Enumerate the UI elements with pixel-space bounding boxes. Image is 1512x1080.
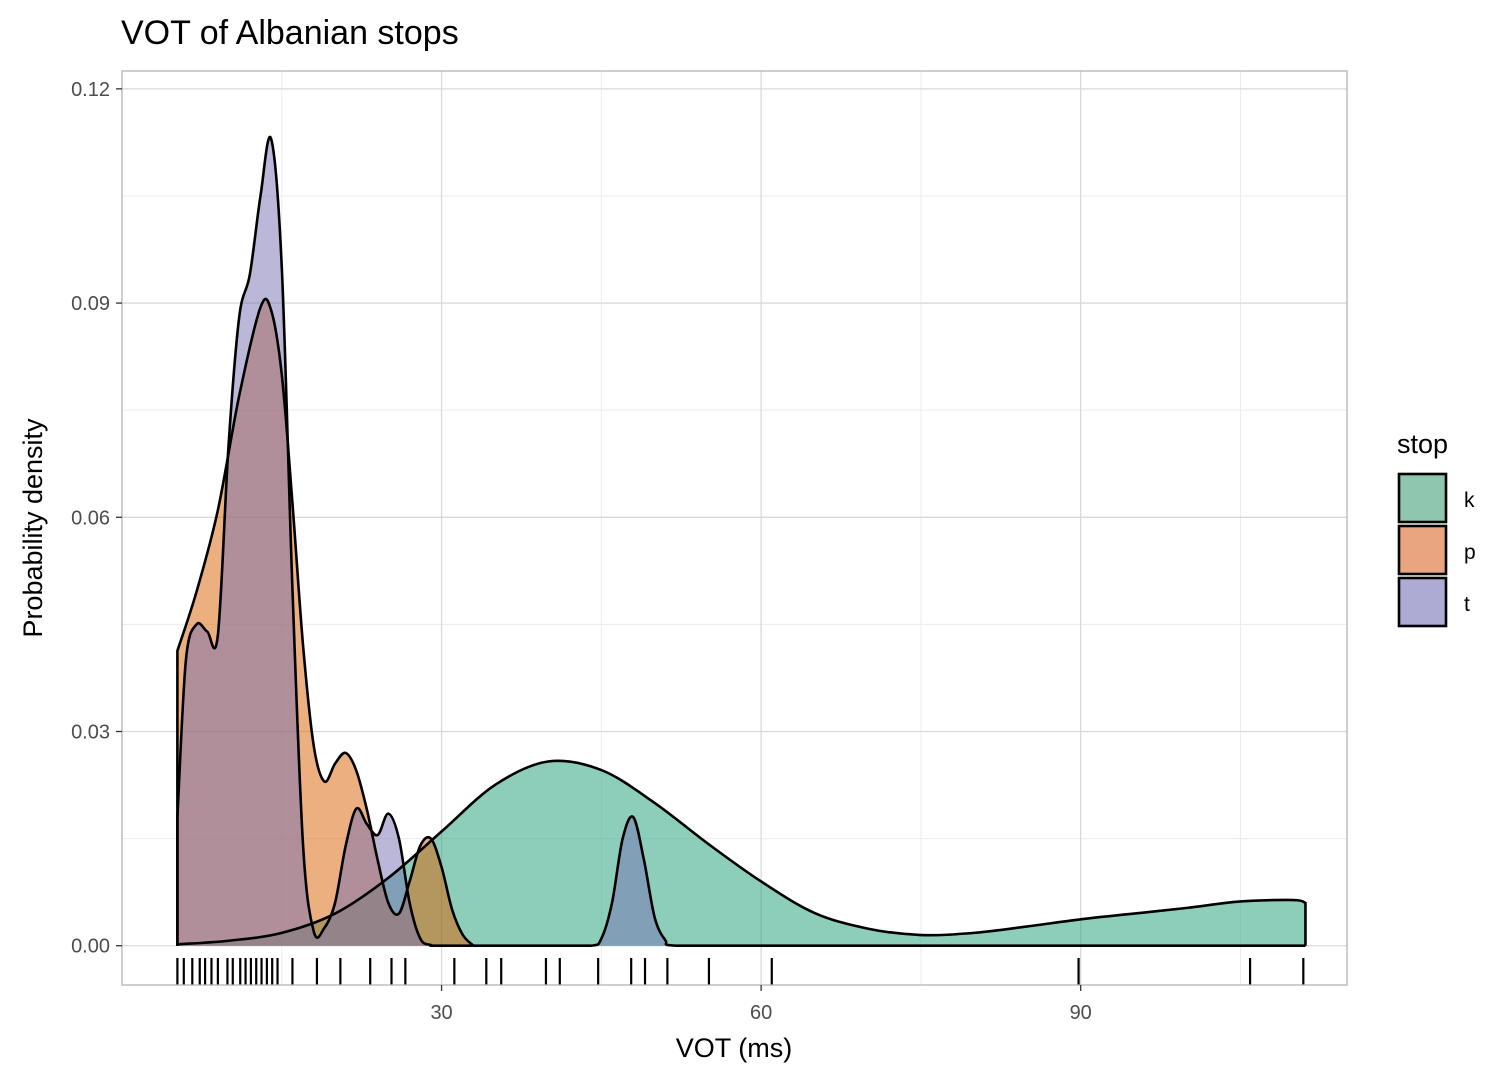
- y-axis-title: Probability density: [18, 418, 48, 638]
- legend-label-k: k: [1464, 489, 1475, 512]
- legend-label-t: t: [1464, 593, 1470, 616]
- y-axis: 0.00 0.03 0.06 0.09 0.12: [71, 79, 122, 958]
- x-tick-label: 60: [750, 1002, 772, 1024]
- legend: stop k p t: [1397, 429, 1476, 628]
- x-axis: 30 60 90: [430, 985, 1092, 1024]
- rug-marks: [176, 958, 1305, 985]
- x-tick-label: 30: [430, 1002, 452, 1024]
- density-area-t: [177, 136, 1306, 946]
- x-axis-title: VOT (ms): [676, 1033, 793, 1063]
- density-line-p: [176, 297, 475, 947]
- density-lines: [176, 135, 1307, 948]
- grid-minor: [122, 71, 1347, 985]
- density-area-k: [177, 760, 1306, 946]
- legend-title: stop: [1397, 429, 1448, 459]
- legend-label-p: p: [1464, 541, 1476, 564]
- legend-key-p: [1397, 524, 1448, 576]
- density-line-t: [176, 135, 1306, 948]
- density-line-k: [176, 759, 1307, 946]
- y-tick-label: 0.12: [71, 79, 110, 101]
- density-areas: [177, 136, 1306, 946]
- y-tick-label: 0.03: [71, 722, 110, 744]
- y-tick-label: 0.09: [71, 293, 110, 315]
- y-tick-label: 0.06: [71, 507, 110, 529]
- chart-title: VOT of Albanian stops: [121, 14, 459, 52]
- y-tick-label: 0.00: [71, 936, 110, 958]
- legend-key-k: [1397, 472, 1448, 524]
- x-tick-label: 90: [1070, 1002, 1092, 1024]
- plot-panel-border: [121, 70, 1348, 986]
- legend-key-t: [1397, 576, 1448, 628]
